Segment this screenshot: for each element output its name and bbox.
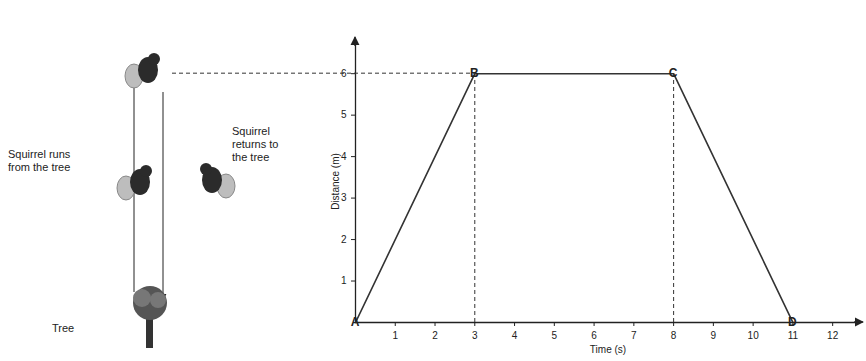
html-text:Squirrel runs from the tree: Squirrel runs from the tree	[8, 148, 71, 173]
svg-text:6: 6	[591, 330, 597, 341]
svg-text:2: 2	[432, 330, 438, 341]
svg-text:6: 6	[341, 68, 347, 79]
svg-text:8: 8	[671, 330, 677, 341]
svg-text:5: 5	[552, 330, 558, 341]
svg-text:Distance (m): Distance (m)	[330, 153, 341, 210]
html-text:Squirrel returns to the tree: Squirrel returns to the tree	[232, 125, 279, 163]
svg-text:1: 1	[341, 275, 347, 286]
svg-text:11: 11	[788, 330, 799, 341]
svg-text:7: 7	[631, 330, 637, 341]
svg-text:B: B	[470, 66, 479, 80]
svg-text:1: 1	[392, 330, 398, 341]
html-text:Tree: Tree	[52, 322, 75, 334]
svg-text:Time (s): Time (s)	[590, 344, 626, 355]
svg-text:C: C	[669, 66, 678, 80]
svg-text:2: 2	[341, 234, 347, 245]
svg-text:5: 5	[341, 109, 347, 120]
svg-text:A: A	[351, 315, 360, 329]
svg-text:4: 4	[341, 151, 347, 162]
svg-text:D: D	[788, 315, 797, 329]
svg-text:9: 9	[711, 330, 717, 341]
svg-text:4: 4	[512, 330, 518, 341]
svg-text:3: 3	[472, 330, 478, 341]
svg-text:12: 12	[827, 330, 839, 341]
svg-text:3: 3	[341, 192, 347, 203]
svg-text:10: 10	[748, 330, 760, 341]
